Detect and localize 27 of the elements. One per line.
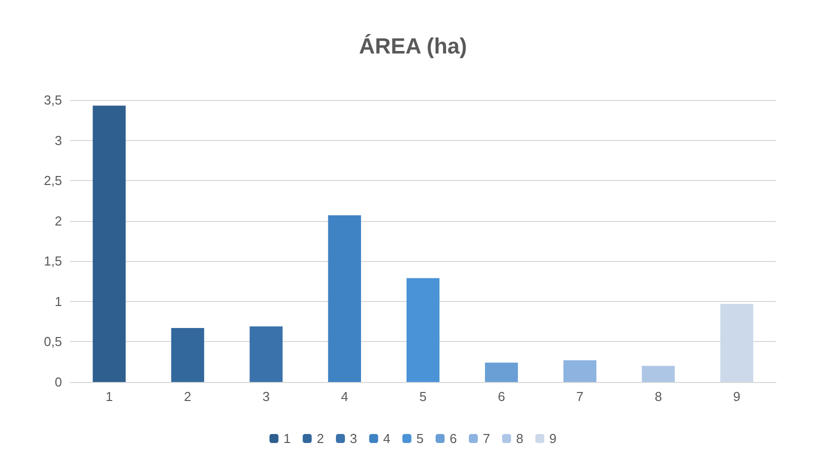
legend-label: 3 <box>350 431 358 446</box>
y-tick-label: 2,5 <box>44 173 62 188</box>
legend-label: 6 <box>450 431 457 446</box>
legend-label: 8 <box>516 431 524 446</box>
x-tick-label: 7 <box>576 389 584 404</box>
x-tick-label: 3 <box>262 389 270 404</box>
y-tick-label: 1 <box>54 294 62 309</box>
legend-label: 5 <box>416 431 424 446</box>
y-tick-label: 2 <box>54 213 62 228</box>
x-tick-label: 5 <box>419 389 427 404</box>
x-tick-label: 1 <box>106 389 113 404</box>
y-tick-label: 0,5 <box>44 334 62 350</box>
y-tick-label: 1,5 <box>44 254 62 269</box>
x-tick-label: 9 <box>733 389 740 404</box>
y-tick-label: 3,5 <box>44 92 62 108</box>
x-tick-label: 2 <box>184 389 192 404</box>
legend-label: 1 <box>283 431 291 446</box>
y-tick-label: 0 <box>54 374 62 390</box>
x-tick-label: 4 <box>340 389 348 404</box>
chart-title: ÁREA (ha) <box>359 34 467 58</box>
legend-label: 4 <box>383 431 390 446</box>
x-tick-label: 8 <box>654 389 662 404</box>
legend-label: 9 <box>549 431 557 446</box>
y-tick-label: 3 <box>54 132 62 148</box>
legend-label: 2 <box>316 431 324 446</box>
legend-label: 7 <box>482 431 490 446</box>
x-tick-label: 6 <box>498 389 506 404</box>
